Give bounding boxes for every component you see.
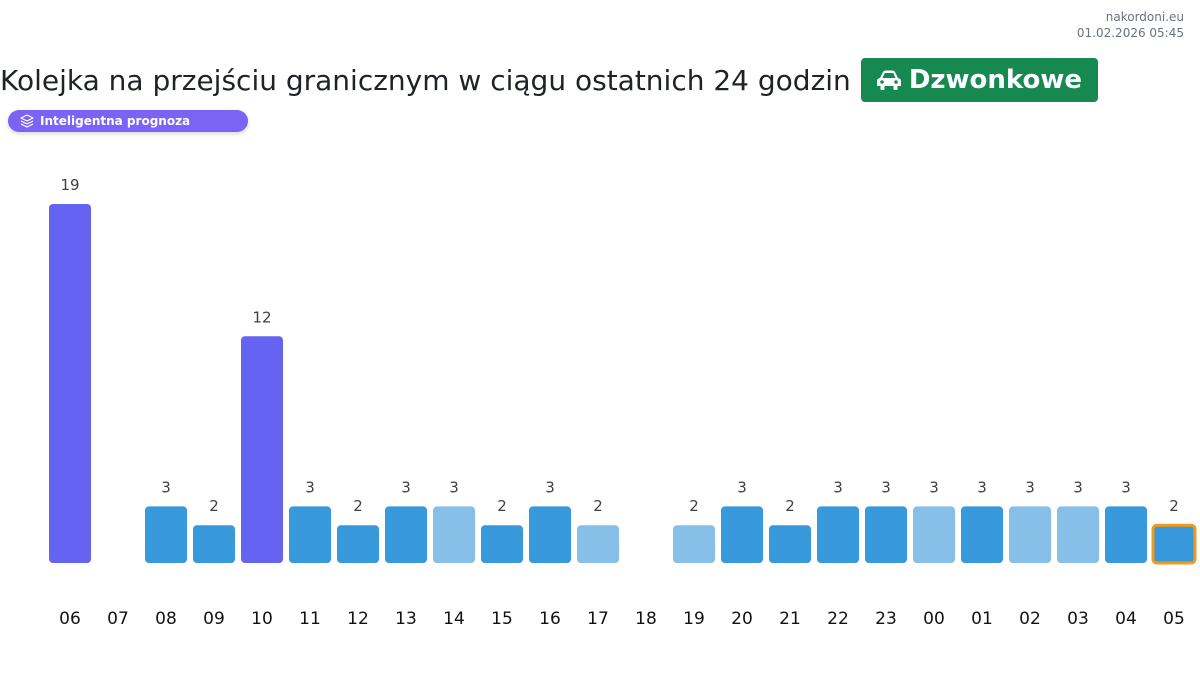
- bar-05[interactable]: [1151, 523, 1197, 565]
- hour-label-09: 09: [203, 609, 225, 629]
- hour-label-20: 20: [731, 609, 753, 629]
- value-label-15: 2: [497, 497, 507, 515]
- bar-10[interactable]: [241, 336, 283, 563]
- bar-09[interactable]: [193, 525, 235, 563]
- hour-label-23: 23: [875, 609, 897, 629]
- value-label-10: 12: [252, 308, 271, 326]
- value-label-14: 3: [449, 478, 459, 496]
- value-label-09: 2: [209, 497, 219, 515]
- header: Kolejka na przejściu granicznym w ciągu …: [0, 58, 1099, 102]
- value-label-05: 2: [1169, 497, 1179, 515]
- bar-22[interactable]: [817, 506, 859, 563]
- bar-12[interactable]: [337, 525, 379, 563]
- source-timestamp: 01.02.2026 05:45: [1076, 26, 1184, 40]
- hour-label-08: 08: [155, 609, 177, 629]
- bar-08[interactable]: [145, 506, 187, 563]
- crossing-name: Dzwonkowe: [908, 65, 1083, 95]
- bar-11[interactable]: [289, 506, 331, 563]
- hour-label-04: 04: [1115, 609, 1137, 629]
- bar-23[interactable]: [865, 506, 907, 563]
- hour-label-06: 06: [59, 609, 81, 629]
- hour-label-14: 14: [443, 609, 465, 629]
- hour-label-02: 02: [1019, 609, 1041, 629]
- hour-label-15: 15: [491, 609, 513, 629]
- bar-13[interactable]: [385, 506, 427, 563]
- value-label-12: 2: [353, 497, 363, 515]
- hour-label-17: 17: [587, 609, 609, 629]
- hour-label-16: 16: [539, 609, 561, 629]
- bar-16[interactable]: [529, 506, 571, 563]
- bar-19[interactable]: [673, 525, 715, 563]
- prognosis-label: Inteligentna prognoza: [40, 114, 191, 128]
- value-label-04: 3: [1121, 478, 1131, 496]
- value-label-13: 3: [401, 478, 411, 496]
- hour-label-22: 22: [827, 609, 849, 629]
- bar-06[interactable]: [49, 204, 91, 563]
- value-label-17: 2: [593, 497, 603, 515]
- bar-02[interactable]: [1009, 506, 1051, 563]
- value-label-11: 3: [305, 478, 315, 496]
- bar-15[interactable]: [481, 525, 523, 563]
- source-info: nakordoni.eu 01.02.2026 05:45: [1077, 9, 1184, 41]
- value-label-19: 2: [689, 497, 699, 515]
- source-site: nakordoni.eu: [1105, 10, 1184, 24]
- page-title: Kolejka na przejściu granicznym w ciągu …: [0, 63, 851, 97]
- layers-icon: [20, 114, 34, 128]
- hour-label-07: 07: [107, 609, 129, 629]
- value-label-06: 19: [60, 176, 79, 194]
- value-label-02: 3: [1025, 478, 1035, 496]
- value-label-16: 3: [545, 478, 555, 496]
- prognosis-pill[interactable]: Inteligentna prognoza: [8, 110, 248, 132]
- hour-label-00: 00: [923, 609, 945, 629]
- value-label-01: 3: [977, 478, 987, 496]
- value-label-08: 3: [161, 478, 171, 496]
- bar-01[interactable]: [961, 506, 1003, 563]
- hour-label-19: 19: [683, 609, 705, 629]
- crossing-badge[interactable]: Dzwonkowe: [860, 58, 1099, 102]
- bar-17[interactable]: [577, 525, 619, 563]
- bar-04[interactable]: [1105, 506, 1147, 563]
- value-label-22: 3: [833, 478, 843, 496]
- hour-label-13: 13: [395, 609, 417, 629]
- hour-label-12: 12: [347, 609, 369, 629]
- value-label-21: 2: [785, 497, 795, 515]
- value-label-20: 3: [737, 478, 747, 496]
- bar-20[interactable]: [721, 506, 763, 563]
- hour-label-11: 11: [299, 609, 321, 629]
- hour-label-03: 03: [1067, 609, 1089, 629]
- bar-14[interactable]: [433, 506, 475, 563]
- car-icon: [876, 70, 901, 90]
- value-label-03: 3: [1073, 478, 1083, 496]
- hour-label-01: 01: [971, 609, 993, 629]
- hour-label-10: 10: [251, 609, 273, 629]
- value-label-00: 3: [929, 478, 939, 496]
- hour-label-05: 05: [1163, 609, 1185, 629]
- value-label-23: 3: [881, 478, 891, 496]
- bar-00[interactable]: [913, 506, 955, 563]
- bar-03[interactable]: [1057, 506, 1099, 563]
- hour-label-18: 18: [635, 609, 657, 629]
- hour-label-21: 21: [779, 609, 801, 629]
- bar-21[interactable]: [769, 525, 811, 563]
